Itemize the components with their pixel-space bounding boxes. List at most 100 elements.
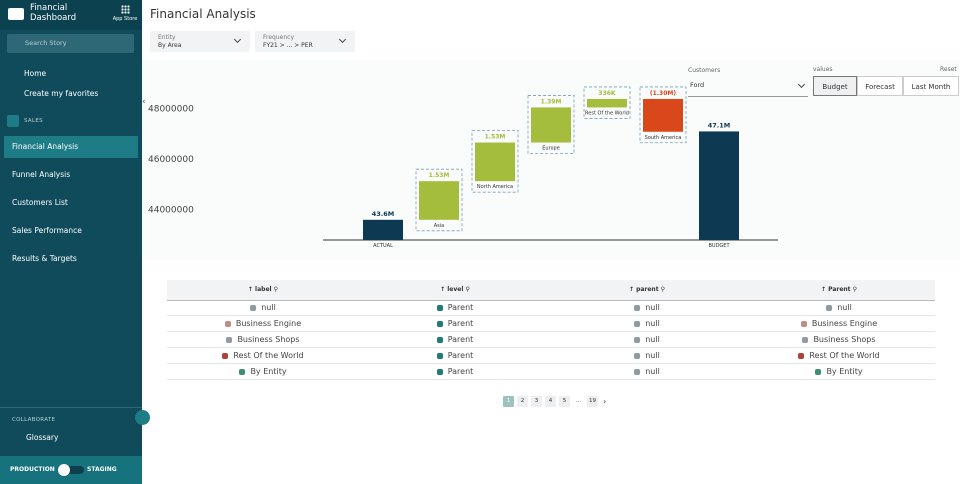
table-cell: Rest Of the World [743, 348, 935, 364]
sidebar: Financial Dashboard App Store Search Sto… [0, 0, 150, 484]
menu-item[interactable]: Results & Targets [12, 254, 77, 263]
cell-text: Parent [447, 319, 474, 328]
nav-favorites[interactable]: Create my favorites [24, 89, 99, 98]
filter-label: Entity [158, 34, 176, 41]
chevron [233, 35, 242, 44]
search-icon[interactable]: ⚲ [463, 286, 470, 293]
table-cell: By Entity [743, 364, 935, 380]
value-label: 47.1M [708, 121, 731, 129]
page-button[interactable]: 2 [517, 396, 528, 407]
color-dot [436, 368, 443, 375]
cell-text: Business Shops [813, 335, 876, 344]
cell-text: Rest Of the World [233, 351, 304, 360]
collapse-arrow[interactable]: ‹ [142, 97, 146, 107]
color-dot [224, 320, 231, 327]
color-dot [436, 336, 443, 343]
table-cell: Rest Of the World [167, 348, 359, 364]
color-dot [815, 368, 822, 375]
table-header [167, 280, 935, 301]
table-cell: Business Shops [167, 332, 359, 348]
env-staging[interactable]: STAGING [87, 466, 117, 473]
cell-text: Parent [447, 303, 474, 312]
table-cell: null [167, 300, 359, 316]
filter-entity[interactable]: Entity By Area [150, 31, 250, 52]
menu-item[interactable]: Sales Performance [12, 226, 82, 235]
menu-item[interactable]: Customers List [12, 198, 68, 207]
page-button[interactable]: 4 [545, 396, 556, 407]
env-toggle[interactable] [58, 466, 84, 474]
reset[interactable]: Reset [940, 66, 957, 73]
row-divider [167, 363, 935, 364]
glossary[interactable]: Glossary [26, 433, 59, 442]
cell-text: null [645, 319, 660, 328]
row-divider [167, 347, 935, 348]
waterfall-chart: 44000000 46000000 48000000 43.6M ACTUAL 1.53M… [148, 86, 778, 249]
search-icon[interactable]: ⚲ [850, 286, 858, 293]
color-dot [634, 352, 641, 359]
filter-frequency[interactable]: Frequency FY21 > ... > PER [255, 31, 355, 52]
dashed-frame [639, 86, 687, 144]
cell-text: null [645, 367, 660, 376]
brand: Financial Dashboard [30, 3, 77, 23]
nav-home[interactable]: Home [24, 69, 47, 78]
bar-increase [531, 107, 571, 143]
value-label: 1.53M [485, 134, 506, 141]
filter-value: FY21 > ... > PER [263, 42, 313, 49]
env-knob [58, 464, 70, 476]
value-label: 336K [598, 90, 616, 97]
page-button[interactable]: 1 [503, 396, 514, 407]
page-title: Financial Analysis [150, 7, 256, 21]
y-tick-label: 44000000 [148, 206, 194, 216]
next-page[interactable]: › [603, 397, 607, 406]
table-cell: null [551, 348, 743, 364]
sort-icon[interactable]: ↑ [820, 286, 829, 293]
value-button[interactable]: Forecast [857, 76, 903, 96]
value-button[interactable]: Budget [813, 76, 857, 96]
color-dot [226, 336, 233, 343]
app-store-icon[interactable] [121, 5, 130, 14]
filter-value: By Area [158, 42, 182, 49]
column-header[interactable]: ↑ level ⚲ [359, 281, 551, 299]
search-icon[interactable]: ⚲ [271, 286, 279, 293]
color-dot [800, 320, 807, 327]
color-dot [798, 352, 805, 359]
menu-item[interactable]: Funnel Analysis [12, 170, 71, 179]
search-icon[interactable]: ⚲ [658, 286, 666, 293]
env-production[interactable]: PRODUCTION [10, 466, 55, 473]
search[interactable]: Search Story [7, 34, 134, 53]
value-button[interactable]: Last Month [903, 76, 959, 96]
color-dot [239, 368, 246, 375]
page-button[interactable]: 19 [587, 396, 598, 407]
sort-icon[interactable]: ↑ [440, 286, 448, 293]
page-ellipsis: … [575, 398, 582, 404]
logo [8, 8, 24, 20]
page-button[interactable]: 3 [531, 396, 542, 407]
bar-increase [587, 98, 627, 108]
cell-text: null [645, 351, 660, 360]
value-label: 1.39M [541, 98, 562, 105]
customers-select[interactable]: Ford [688, 77, 808, 97]
sort-icon[interactable]: ↑ [247, 286, 256, 293]
column-header[interactable]: ↑ parent ⚲ [551, 281, 743, 299]
category-label: Europe [542, 146, 560, 152]
back-button[interactable] [7, 115, 19, 127]
value-label: (1.30M) [650, 90, 677, 97]
column-header[interactable]: ↑ label ⚲ [167, 281, 359, 299]
bar-decrease [643, 98, 683, 132]
cell-text: Rest Of the World [809, 351, 880, 360]
row-divider [167, 331, 935, 332]
bar-total [699, 131, 739, 240]
column-header[interactable]: ↑ Parent ⚲ [743, 281, 935, 299]
sort-icon[interactable]: ↑ [628, 286, 637, 293]
cell-text: null [837, 303, 852, 312]
dashed-frame [527, 95, 575, 154]
menu-item[interactable]: Financial Analysis [4, 136, 138, 158]
cell-text: Business Shops [237, 335, 300, 344]
page-button[interactable]: 5 [559, 396, 570, 407]
collapse-button[interactable] [135, 410, 150, 425]
color-dot [634, 320, 641, 327]
app-store[interactable]: App Store [112, 16, 138, 22]
table-cell: null [551, 316, 743, 332]
color-dot [250, 304, 257, 311]
